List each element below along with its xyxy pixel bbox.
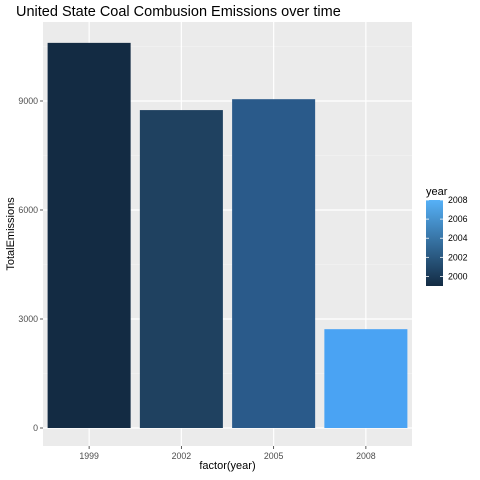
legend-tick-label: 2006 xyxy=(448,214,468,224)
x-tick-label: 1999 xyxy=(79,451,99,461)
legend-tick-label: 2004 xyxy=(448,233,468,243)
chart-title: United State Coal Combusion Emissions ov… xyxy=(16,4,341,20)
bar-2008 xyxy=(324,329,408,428)
x-axis-label: factor(year) xyxy=(199,460,255,472)
y-axis-label: TotalEmissions xyxy=(5,197,17,271)
y-axis: 0 3000 6000 9000 xyxy=(18,96,43,433)
bars xyxy=(47,42,408,428)
y-tick-label: 3000 xyxy=(18,314,38,324)
y-tick-label: 0 xyxy=(33,423,38,433)
y-tick-label: 6000 xyxy=(18,205,38,215)
legend-tick-label: 2002 xyxy=(448,252,468,262)
bar-2005 xyxy=(232,99,316,428)
x-tick-label: 2002 xyxy=(172,451,192,461)
legend-title: year xyxy=(426,186,448,198)
x-tick-label: 2008 xyxy=(356,451,376,461)
legend-colorbar xyxy=(426,200,443,286)
y-tick-label: 9000 xyxy=(18,96,38,106)
bar-1999 xyxy=(47,42,131,428)
bar-2002 xyxy=(139,110,223,428)
legend-ticks: 2008 2006 2004 2002 2000 xyxy=(426,195,468,281)
x-axis: 1999 2002 2005 2008 xyxy=(79,446,376,461)
legend-tick-label: 2008 xyxy=(448,195,468,205)
legend: year 2008 2006 2004 2002 2000 xyxy=(426,186,468,286)
x-tick-label: 2005 xyxy=(264,451,284,461)
legend-tick-label: 2000 xyxy=(448,271,468,281)
